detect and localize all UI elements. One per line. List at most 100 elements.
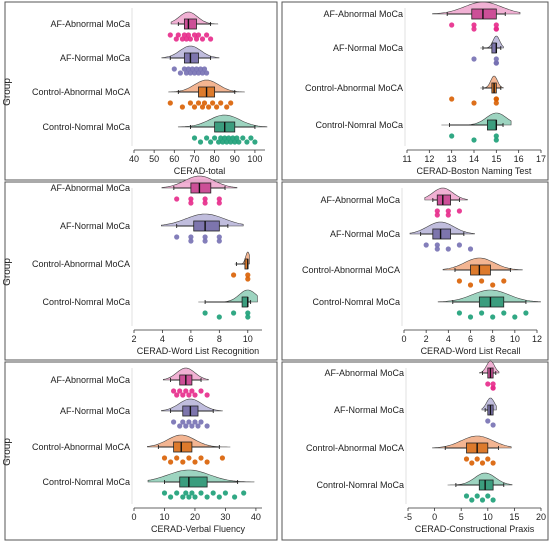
category-label: AF-Abnormal MoCa [324,368,404,378]
data-point [161,455,168,461]
data-point [222,490,228,496]
panel-frame [4,1,278,181]
x-tick-label: 2 [424,334,429,344]
x-tick-label: 8 [490,334,495,344]
data-point [493,60,499,66]
group-2: Control-Abnormal MoCA [302,257,523,288]
data-point [245,272,251,278]
data-point [202,238,208,244]
x-tick-label: 12 [424,154,434,164]
data-point [186,455,192,461]
category-label: AF-Abnormal MoCa [50,183,130,193]
data-point [177,388,183,394]
violin-0 [162,367,209,381]
data-point [187,70,193,76]
data-point [490,314,496,320]
y-axis-label: Group [2,78,13,106]
data-point [180,459,186,465]
data-point [186,392,192,398]
data-point [202,200,208,206]
data-point [218,135,224,141]
data-point [171,388,177,394]
data-point [479,460,486,466]
data-point [192,459,198,465]
violin-3 [437,289,541,303]
x-tick-label: 5 [459,512,464,522]
x-tick-label: 4 [446,334,451,344]
category-label: AF-Abnormal MoCa [320,195,400,205]
x-tick-label: 16 [514,154,524,164]
category-label: AF-Normal MoCa [60,221,130,231]
data-point [220,139,226,145]
chart-panel-bottom-left: 0 10 20 30 40 CERAD-Verbal Fluency Group AF-Abn… [2,361,278,541]
data-point [187,100,193,106]
data-point [222,135,228,141]
data-point [449,133,455,139]
x-tick-label: 15 [491,154,501,164]
data-point [434,242,440,248]
violin-1 [160,213,244,227]
box [471,8,497,20]
category-label: Control-Nomral MoCa [42,122,130,132]
group-0: AF-Abnormal MoCa [50,11,219,42]
data-point [199,70,206,76]
data-point [189,66,195,72]
data-point [231,310,237,316]
data-point [195,100,202,106]
data-point [174,392,180,398]
data-point [493,56,499,62]
data-point [456,310,462,316]
data-point [490,422,496,428]
data-point [198,388,204,394]
data-point [463,493,470,499]
panel-frame [281,1,549,181]
box [179,476,208,488]
group-2: Control-Abnormal MoCA [306,435,512,466]
data-point [449,22,455,28]
data-point [186,494,192,500]
data-point [210,100,216,106]
data-point [493,137,499,143]
data-point [224,139,230,145]
group-3: Control-Nomral MoCa [312,289,541,320]
x-axis-label: CERAD-Verbal Fluency [151,524,246,534]
x-tick-label: 2 [131,334,136,344]
violin-3 [177,114,268,128]
x-tick-label: 11 [402,154,411,164]
group-1: AF-Normal MoCa [60,213,244,244]
x-tick-label: 17 [536,154,546,164]
data-point [179,104,185,110]
data-point [204,32,210,38]
data-point [191,32,198,38]
data-point [479,278,485,284]
data-point [232,139,238,145]
x-tick-label: 70 [189,154,199,164]
data-point [185,66,191,72]
data-point [471,137,477,143]
category-label: Control-Abnormal MoCA [32,259,130,269]
data-point [193,66,200,72]
data-point [180,419,186,425]
data-point [188,238,194,244]
x-tick-label: 4 [160,334,165,344]
box [173,441,193,453]
data-point [232,494,238,500]
group-0: AF-Abnormal MoCa [320,187,468,218]
data-point [449,96,455,102]
data-point [469,460,475,466]
data-point [240,135,246,141]
x-tick-label: 50 [149,154,159,164]
data-point [188,234,194,240]
y-axis-label: Group [2,438,13,466]
data-point [467,246,474,252]
x-tick-label: 20 [190,512,200,522]
data-point [245,276,251,282]
data-point [493,22,499,28]
data-point [168,494,174,500]
data-point [445,208,451,214]
data-point [467,282,474,288]
data-point [219,455,225,461]
data-point [161,490,168,496]
panel-frame [281,181,549,361]
